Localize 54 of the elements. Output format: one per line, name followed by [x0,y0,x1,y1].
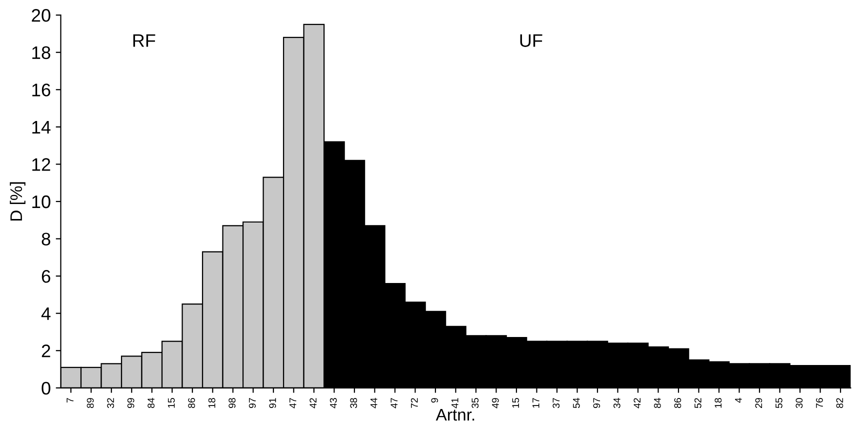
x-tick-label: 97 [248,398,256,408]
x-tick-label: 30 [796,398,803,408]
x-tick-label: 9 [431,398,438,403]
x-tick-label: 54 [573,398,580,408]
y-axis-title: D [%] [10,182,26,220]
y-tick-label: 0 [42,382,50,395]
x-tick-label: 55 [776,398,782,408]
x-tick-label: 44 [370,398,378,408]
x-tick-label: 49 [492,398,499,408]
x-tick-label: 15 [168,398,175,408]
x-tick-label: 41 [452,398,458,408]
x-axis-title: Artnr. [436,409,474,421]
x-tick-label: 18 [208,398,216,408]
y-tick-label: 4 [41,307,51,320]
y-tick-label: 18 [32,46,50,60]
x-tick-label: 52 [694,398,702,408]
y-tick-label: 16 [32,84,50,96]
x-tick-label: 76 [816,398,823,408]
y-tick-label: 8 [42,232,50,246]
y-tick-label: 10 [32,195,50,208]
x-tick-label: 38 [350,398,358,408]
x-tick-label: 82 [836,398,844,408]
x-tick-label: 4 [735,398,742,403]
x-tick-label: 99 [127,398,134,408]
y-tick-label: 12 [32,158,50,171]
x-tick-label: 15 [512,398,520,408]
x-tick-label: 89 [86,398,94,408]
x-tick-label: 47 [290,398,296,408]
x-tick-label: 98 [228,398,236,408]
x-tick-label: 91 [269,398,276,408]
x-tick-label: 34 [613,398,620,408]
x-tick-label: 42 [634,398,640,408]
y-tick-label: 14 [32,121,51,134]
x-tick-label: 84 [148,398,155,408]
annotation: UF [520,34,542,47]
x-tick-label: 84 [654,398,661,408]
x-tick-label: 86 [674,398,682,408]
x-tick-label: 18 [714,398,722,408]
x-tick-label: 37 [552,398,560,408]
x-tick-label: 72 [410,398,418,408]
x-tick-label: 35 [472,398,479,408]
x-tick-label: 47 [390,398,398,408]
x-tick-label: 7 [66,398,74,403]
annotation: RF [133,34,156,47]
y-tick-label: 20 [32,9,50,22]
y-tick-label: 2 [42,344,50,358]
x-tick-label: 17 [532,398,540,408]
x-tick-label: 32 [107,398,114,408]
x-tick-label: 97 [593,398,600,408]
x-tick-label: 42 [310,398,316,408]
x-tick-label: 43 [330,398,337,408]
x-tick-label: 29 [755,398,762,408]
x-tick-label: 86 [188,398,196,408]
y-tick-label: 6 [42,270,50,283]
